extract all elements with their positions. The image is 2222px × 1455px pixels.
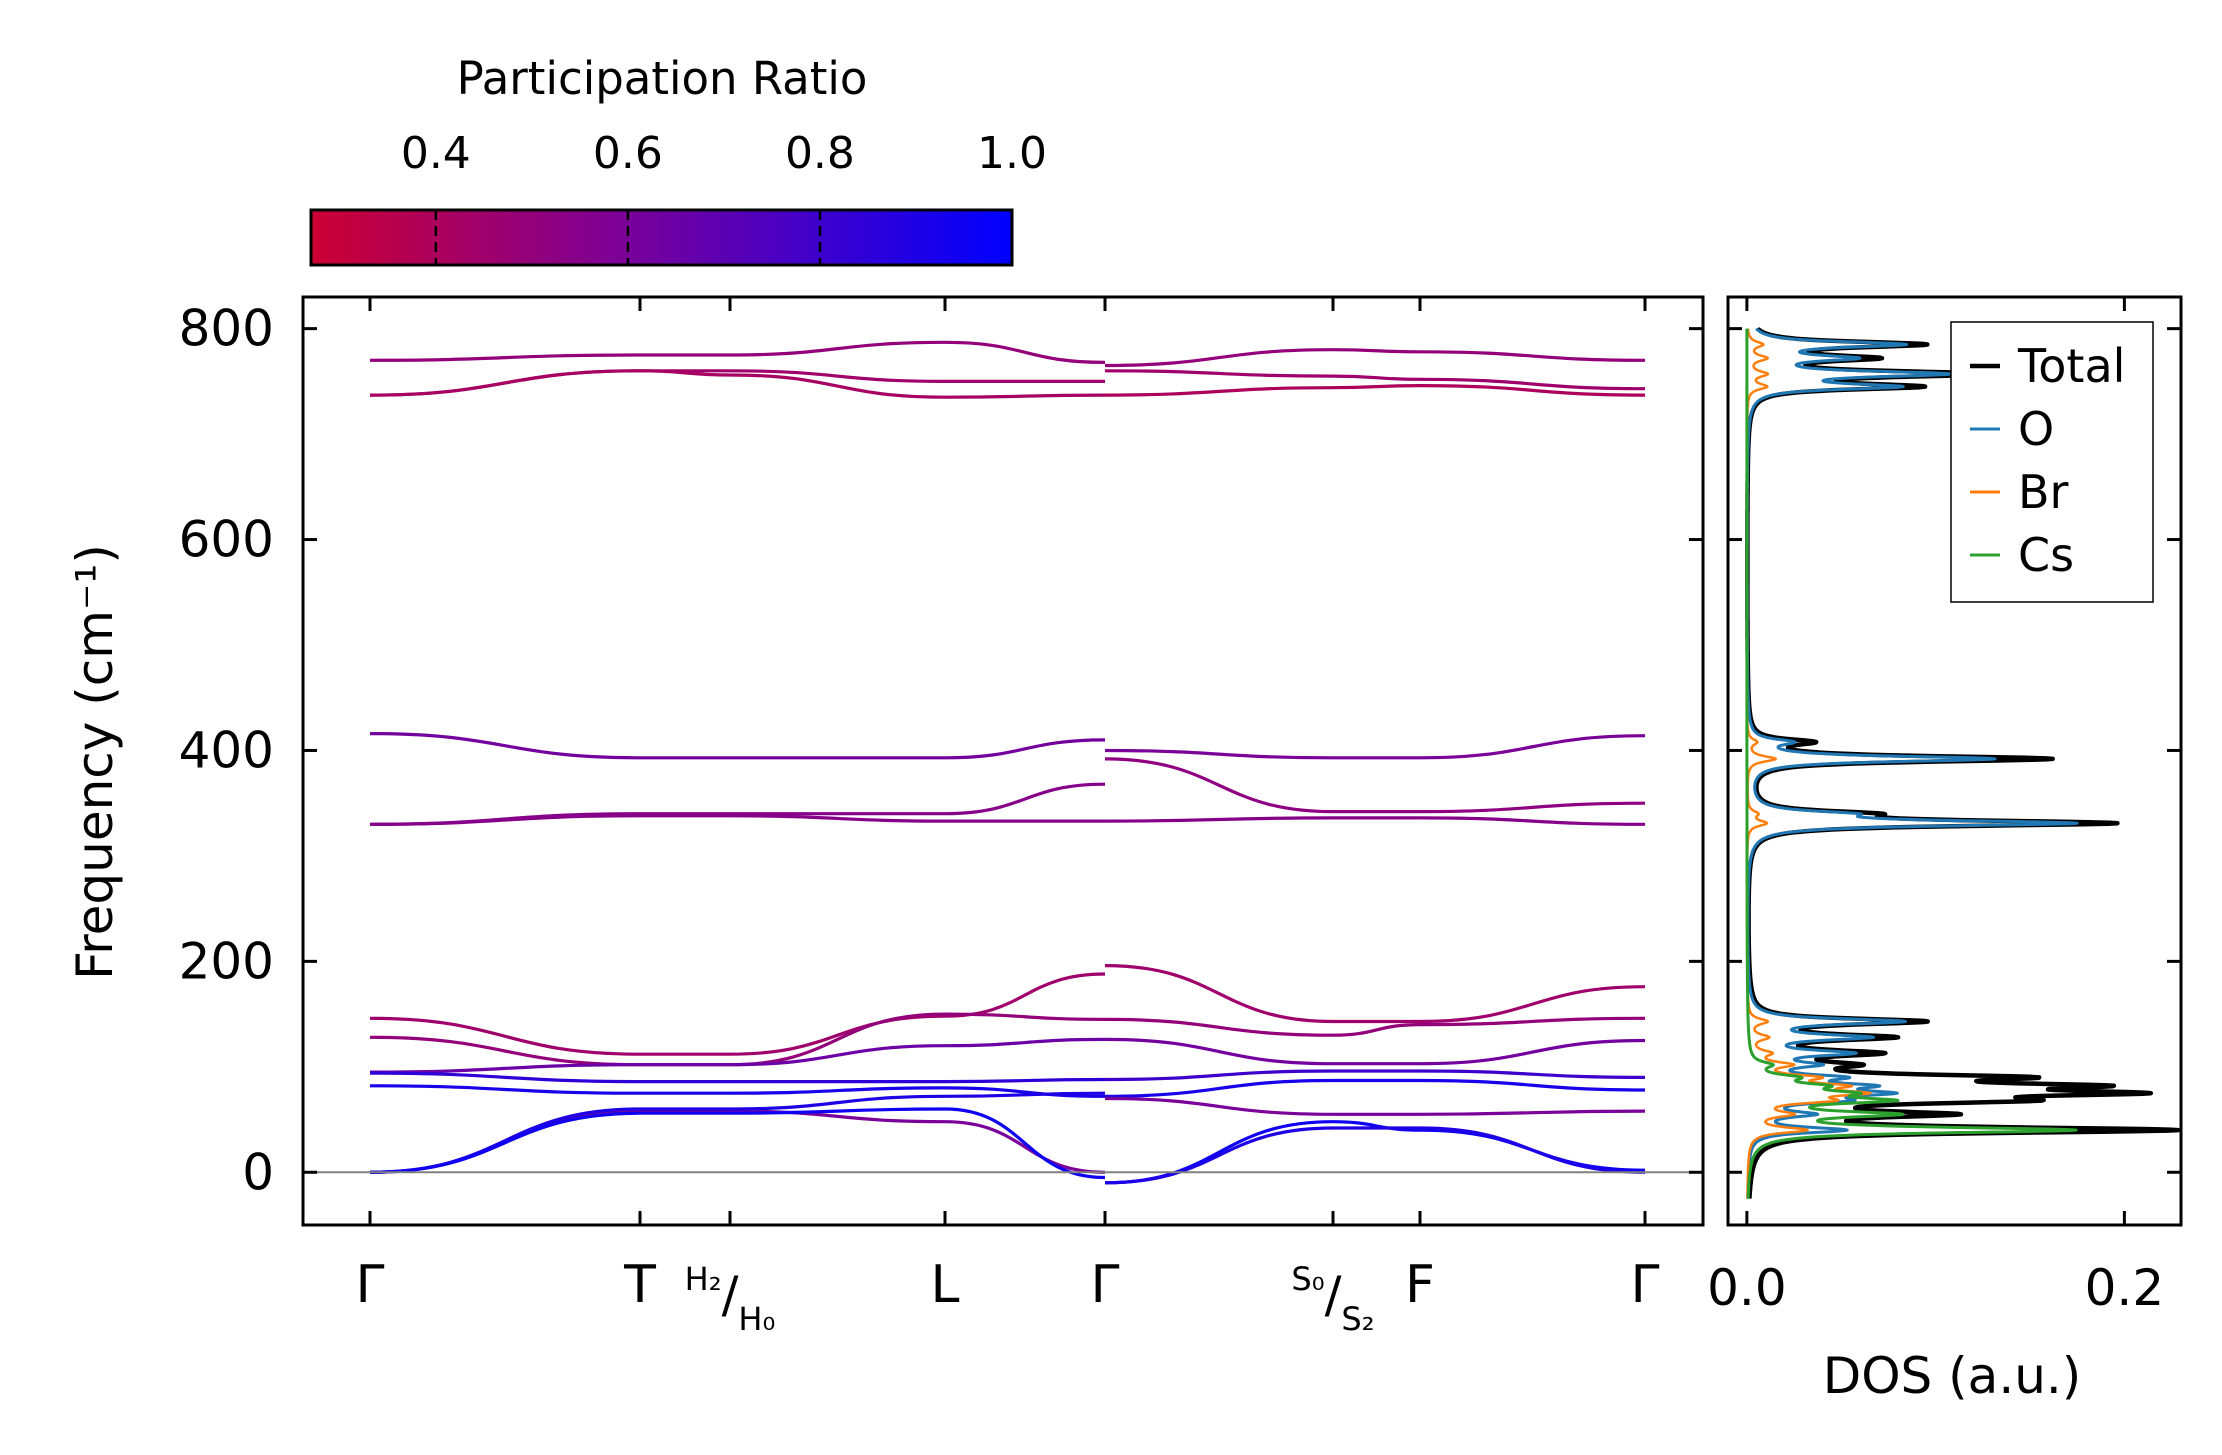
- band-1-10: [1104, 1078, 1646, 1098]
- dos-x-tick-label: 0.0: [1707, 1259, 1787, 1317]
- band-1-8: [1104, 1037, 1646, 1066]
- band-0-9: [369, 1071, 1106, 1084]
- legend-label-total: Total: [2017, 339, 2125, 393]
- colorbar: Participation Ratio 0.4 0.6 0.8 1.0: [309, 52, 1047, 267]
- band-1-9: [1104, 1069, 1646, 1082]
- band-1-0: [1104, 348, 1646, 368]
- y-axis-label: Frequency (cm⁻¹): [66, 544, 124, 980]
- band-1-12: [1104, 1120, 1646, 1185]
- colorbar-tick-label: 0.6: [593, 128, 663, 179]
- y-tick-label: 800: [179, 300, 274, 358]
- y-tick-label: 400: [179, 721, 274, 779]
- band-axes-frame: [301, 295, 1705, 1227]
- x-tick-label: Γ: [1091, 1255, 1120, 1315]
- band-1-4: [1104, 757, 1646, 814]
- colorbar-gradient: [309, 208, 1014, 267]
- x-tick-label: S₀/S₂: [1291, 1260, 1374, 1338]
- legend: Total O Br Cs: [1950, 321, 2154, 603]
- band-1-6: [1104, 964, 1646, 1024]
- band-0-12: [369, 1091, 1106, 1174]
- band-0-3: [369, 732, 1106, 760]
- x-tick-label: Γ: [1631, 1255, 1660, 1315]
- dos-axes-frame: [1726, 295, 2183, 1227]
- band-structure-panel: 0 200 400 600 800 Γ T H₂/H₀ L Γ S₀/S₂ F Γ Frequency…: [66, 295, 1705, 1338]
- colorbar-tick-label: 1.0: [977, 128, 1047, 179]
- band-0-2: [369, 369, 1106, 399]
- band-0-5: [369, 814, 1105, 826]
- band-0-0: [369, 340, 1106, 364]
- band-1-2: [1104, 383, 1646, 397]
- x-tick-label: L: [931, 1255, 960, 1315]
- x-tick-label: H₂/H₀: [685, 1260, 776, 1338]
- band-0-4: [369, 782, 1106, 826]
- y-tick-label: 200: [179, 932, 274, 990]
- y-tick-label: 600: [179, 511, 274, 569]
- dos-panel: 0.0 0.2 DOS (a.u.) Total O Br Cs: [1707, 295, 2183, 1405]
- band-y-ticks: 0 200 400 600 800: [179, 300, 1703, 1201]
- x-tick-label: Γ: [356, 1255, 385, 1315]
- band-1-11: [1104, 1096, 1646, 1116]
- colorbar-label: Participation Ratio: [457, 52, 868, 105]
- colorbar-ticks: 0.4 0.6 0.8 1.0: [401, 128, 1047, 265]
- dos-ticks: 0.0 0.2: [1707, 297, 2181, 1317]
- legend-label-br: Br: [2018, 465, 2069, 519]
- y-tick-label: 0: [242, 1143, 274, 1201]
- band-0-13: [369, 1107, 1106, 1180]
- band-1-3: [1104, 734, 1646, 760]
- band-1-7: [1104, 1016, 1646, 1037]
- colorbar-tick-label: 0.8: [785, 128, 855, 179]
- legend-items: Total O Br Cs: [1970, 339, 2125, 582]
- colorbar-tick-label: 0.4: [401, 128, 471, 179]
- x-tick-label: F: [1405, 1255, 1435, 1315]
- band-1-13: [1104, 1126, 1646, 1185]
- legend-label-cs: Cs: [2018, 528, 2074, 582]
- band-0-6: [369, 972, 1106, 1056]
- band-0-10: [369, 1084, 1106, 1098]
- dos-curve-cs: [1745, 327, 2078, 1200]
- band-1-5: [1104, 816, 1646, 826]
- band-x-ticks: Γ T H₂/H₀ L Γ S₀/S₂ F Γ: [356, 297, 1660, 1338]
- band-1-1: [1104, 369, 1646, 391]
- band-0-7: [369, 1012, 1106, 1067]
- x-tick-label: T: [623, 1255, 656, 1315]
- band-lines: [369, 340, 1646, 1185]
- x-axis-label-dos: DOS (a.u.): [1823, 1347, 2082, 1405]
- dos-lines: [1745, 326, 2181, 1201]
- dos-x-tick-label: 0.2: [2085, 1259, 2165, 1317]
- band-0-8: [369, 1037, 1106, 1074]
- legend-label-o: O: [2018, 402, 2054, 456]
